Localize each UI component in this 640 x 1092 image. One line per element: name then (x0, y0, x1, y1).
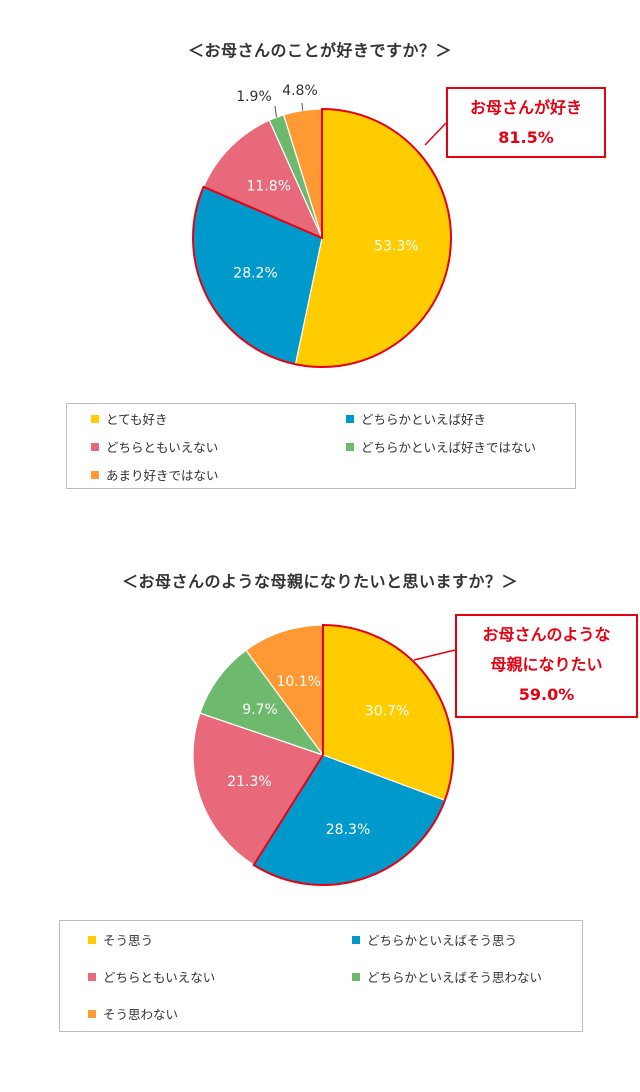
callout-line-3: 59.0% (518, 685, 575, 704)
chart-title: ＜お母さんのことが好きですか？＞ (187, 41, 452, 60)
pie-slice (202, 119, 324, 240)
data-label: 9.7% (242, 702, 278, 718)
legend-swatch (91, 470, 99, 479)
pie-slice (199, 649, 325, 757)
legend-swatch (346, 442, 354, 451)
pie-chart-2: 30.7% 28.3% 21.3% 9.7% 10.1% (192, 623, 456, 886)
legend-label: どちらかといえば好きではない (361, 440, 537, 455)
chart-1: ＜お母さんのことが好きですか？＞ 53.3% 28.2% 11.8% 1.9% 4.8%… (0, 0, 640, 520)
legend-item: とても好き (91, 409, 168, 428)
data-label: 21.3% (227, 774, 271, 790)
legend-item: どちらかといえば好き (346, 409, 486, 428)
callout-connector (413, 649, 456, 661)
data-label: 28.3% (326, 822, 370, 838)
legend: とても好き どちらかといえば好き どちらともいえない どちらかといえば好きではな… (66, 403, 576, 489)
data-label: 53.3% (374, 239, 418, 255)
legend-item: どちらかといえばそう思う (352, 930, 517, 949)
data-label: 10.1% (276, 674, 320, 690)
data-label: 11.8% (247, 178, 291, 194)
highlight-callout: お母さんのような 母親になりたい 59.0% (455, 614, 638, 718)
callout-line-2: 81.5% (498, 128, 554, 147)
data-label: 4.8% (282, 83, 318, 99)
legend-swatch (91, 442, 99, 451)
pie-slice (245, 624, 324, 757)
chart-2: ＜お母さんのような母親になりたいと思いますか？＞ 30.7% 28.3% 21.3%… (0, 540, 640, 1092)
legend-label: とても好き (106, 412, 168, 427)
legend-swatch (352, 935, 360, 944)
legend-item: どちらかといえば好きではない (346, 437, 536, 456)
legend-label: どちらかといえば好き (361, 412, 487, 427)
legend-item: どちらともいえない (88, 967, 215, 986)
callout-connector (424, 122, 447, 146)
pie-slice (192, 712, 324, 866)
legend-label: そう思う (103, 933, 154, 948)
legend-label: どちらかといえばそう思わない (367, 970, 543, 985)
legend-swatch (88, 972, 96, 981)
legend-swatch (352, 972, 360, 981)
data-label: 28.2% (233, 265, 277, 281)
legend-item: どちらともいえない (91, 437, 218, 456)
highlight-outline (252, 623, 454, 886)
legend-swatch (88, 935, 96, 944)
data-label: 30.7% (365, 703, 409, 719)
label-leader-line (274, 105, 277, 118)
legend-label: あまり好きではない (106, 468, 219, 483)
legend-label: そう思わない (103, 1007, 179, 1022)
callout-line-1: お母さんのような (482, 625, 611, 644)
legend-label: どちらかといえばそう思う (367, 933, 518, 948)
legend: そう思う どちらかといえばそう思う どちらともいえない どちらかといえばそう思わ… (59, 920, 583, 1032)
highlight-callout: お母さんが好き 81.5% (446, 87, 606, 158)
legend-swatch (91, 414, 99, 423)
legend-label: どちらともいえない (106, 440, 219, 455)
highlight-outline (192, 107, 452, 368)
legend-label: どちらともいえない (103, 970, 216, 985)
legend-item: そう思う (88, 930, 153, 949)
pie-chart-1: 53.3% 28.2% 11.8% 1.9% 4.8% (192, 83, 452, 368)
chart-title: ＜お母さんのような母親になりたいと思いますか？＞ (121, 572, 518, 591)
legend-item: どちらかといえばそう思わない (352, 967, 542, 986)
legend-item: そう思わない (88, 1004, 178, 1023)
legend-swatch (88, 1009, 96, 1018)
data-label: 1.9% (236, 89, 272, 105)
label-leader-line (301, 102, 304, 111)
legend-item: あまり好きではない (91, 465, 219, 484)
callout-line-2: 母親になりたい (490, 655, 603, 674)
callout-line-1: お母さんが好き (469, 98, 582, 117)
legend-swatch (346, 414, 354, 423)
